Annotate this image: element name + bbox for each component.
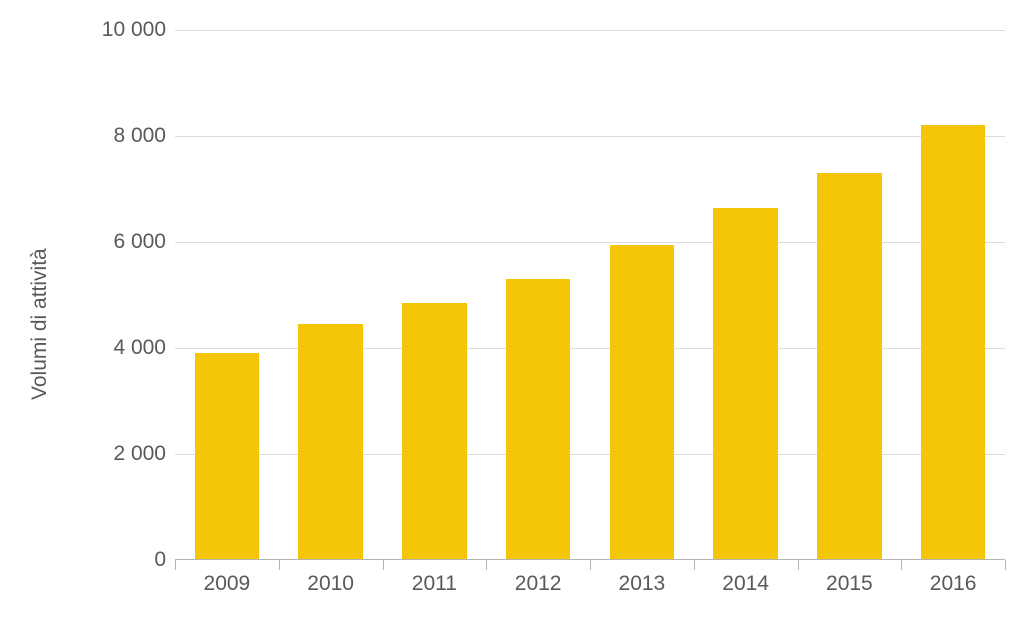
y-tick-label: 8 000: [46, 124, 166, 148]
bar-chart: Volumi di attività 0 2 000 4 000 6 000 8 000…: [0, 0, 1024, 620]
bar: [610, 245, 674, 560]
y-tick-label: 10 000: [46, 18, 166, 42]
x-tick: [590, 560, 591, 570]
x-tick-label: 2016: [930, 572, 977, 596]
y-tick-label: 0: [46, 548, 166, 572]
x-tick: [383, 560, 384, 570]
x-axis: 2009 2010 2011 2012 2013 2014 2015 2016: [175, 560, 1005, 600]
x-tick-label: 2011: [412, 572, 457, 596]
x-tick: [1005, 560, 1006, 570]
x-tick: [279, 560, 280, 570]
x-tick-label: 2015: [826, 572, 873, 596]
x-tick-label: 2009: [204, 572, 251, 596]
bar: [817, 173, 881, 560]
y-tick-label: 6 000: [46, 230, 166, 254]
x-tick-label: 2013: [619, 572, 666, 596]
bar: [402, 303, 466, 560]
bars-group: [175, 30, 1005, 560]
bar: [298, 324, 362, 560]
x-tick: [486, 560, 487, 570]
bar: [713, 208, 777, 560]
plot-area: [175, 30, 1005, 560]
x-tick: [798, 560, 799, 570]
bar: [195, 353, 259, 560]
bar: [921, 125, 985, 560]
x-tick: [901, 560, 902, 570]
x-tick-label: 2012: [515, 572, 562, 596]
y-axis-title: Volumi di attività: [28, 248, 52, 400]
y-tick-label: 2 000: [46, 442, 166, 466]
y-tick-label: 4 000: [46, 336, 166, 360]
x-tick: [694, 560, 695, 570]
x-tick-label: 2010: [307, 572, 354, 596]
bar: [506, 279, 570, 560]
x-tick: [175, 560, 176, 570]
x-tick-label: 2014: [722, 572, 769, 596]
